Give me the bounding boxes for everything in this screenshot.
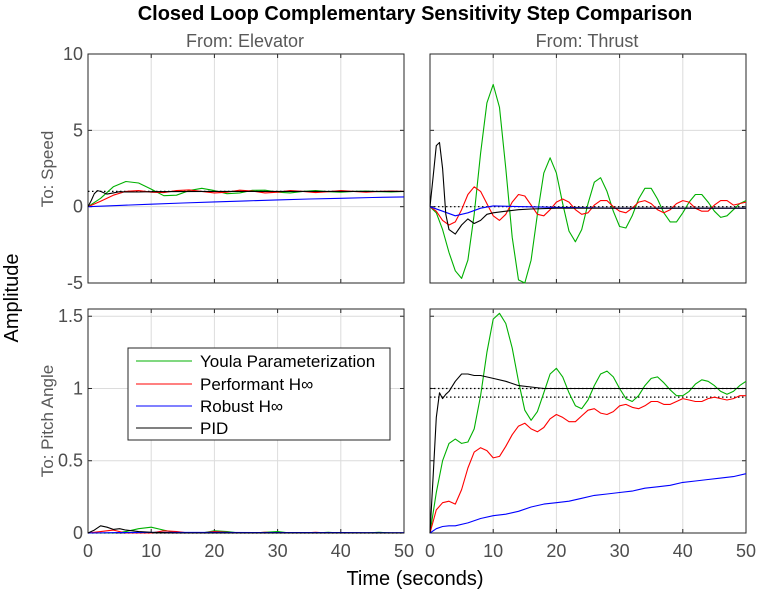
y-tick-label: 0 <box>73 523 83 543</box>
x-tick-label: 0 <box>83 541 93 561</box>
row-label-speed: To: Speed <box>38 131 57 208</box>
legend-label-performant: Performant H∞ <box>200 375 313 394</box>
axes-box <box>429 53 747 284</box>
chart-title: Closed Loop Complementary Sensitivity St… <box>138 3 693 25</box>
x-tick-label: 0 <box>425 541 435 561</box>
y-tick-label: 1.5 <box>58 306 83 326</box>
row-label-pitch-angle: To: Pitch Angle <box>38 365 57 477</box>
subplot-r0-c0: -5 0 5 10 <box>63 44 405 293</box>
y-tick-label: 1 <box>73 378 83 398</box>
legend-label-robust: Robust H∞ <box>200 397 283 416</box>
legend: Youla Parameterization Performant H∞ Rob… <box>127 347 391 441</box>
series-line-performant-h <box>429 395 746 534</box>
y-tick-label: 5 <box>73 120 83 140</box>
legend-label-pid: PID <box>200 419 228 438</box>
series-line-robust-h <box>87 196 405 208</box>
series-line-pid <box>429 141 746 235</box>
column-title-thrust: From: Thrust <box>536 31 639 51</box>
y-tick-label: -5 <box>67 273 83 293</box>
column-title-elevator: From: Elevator <box>186 31 304 51</box>
x-tick-label: 50 <box>736 541 756 561</box>
x-tick-label: 40 <box>673 541 693 561</box>
series-line-pid <box>429 373 746 534</box>
x-tick-label: 20 <box>546 541 566 561</box>
series-line-youla-parameterization <box>429 312 747 534</box>
series-line-pid <box>87 190 404 207</box>
series-line-pid <box>87 525 404 534</box>
x-tick-label: 30 <box>610 541 630 561</box>
series-line-robust-h <box>429 473 747 534</box>
x-tick-label: 50 <box>394 541 414 561</box>
subplot-r0-c1 <box>429 53 747 284</box>
axes-box <box>429 308 747 534</box>
series-line-performant-h <box>429 186 747 226</box>
x-tick-label: 10 <box>483 541 503 561</box>
x-tick-label: 40 <box>331 541 351 561</box>
subplot-r1-c1: 0 10 20 30 40 50 <box>425 308 756 561</box>
y-tick-label: 0.5 <box>58 451 83 471</box>
y-axis-label: Amplitude <box>1 254 23 343</box>
x-tick-label: 10 <box>141 541 161 561</box>
y-tick-label: 10 <box>63 44 83 64</box>
x-axis-label: Time (seconds) <box>346 568 483 590</box>
legend-box <box>127 347 391 441</box>
axes-box <box>87 53 405 284</box>
x-tick-label: 20 <box>204 541 224 561</box>
x-tick-label: 30 <box>268 541 288 561</box>
legend-label-youla: Youla Parameterization <box>200 352 375 371</box>
series-line-youla-parameterization <box>429 83 747 284</box>
y-tick-label: 0 <box>73 197 83 217</box>
